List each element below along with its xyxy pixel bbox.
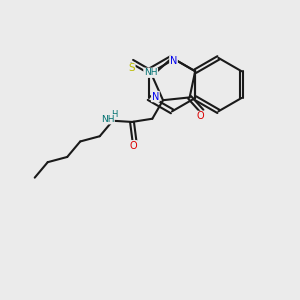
Text: N: N (170, 56, 177, 66)
Text: NH: NH (144, 68, 158, 77)
Text: S: S (128, 63, 135, 73)
Text: H: H (111, 110, 118, 119)
Text: O: O (197, 111, 204, 122)
Text: N: N (152, 92, 159, 101)
Text: NH: NH (100, 115, 114, 124)
Text: O: O (129, 141, 137, 151)
